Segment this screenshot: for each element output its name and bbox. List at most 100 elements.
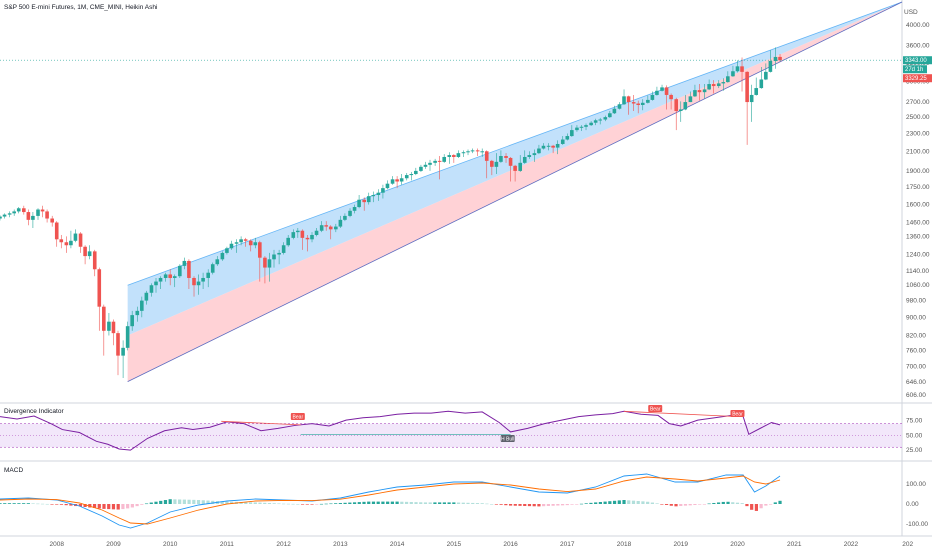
candle-body[interactable]: [206, 272, 210, 278]
candle-body[interactable]: [149, 285, 154, 293]
candle-body[interactable]: [726, 76, 730, 83]
candle-body[interactable]: [0, 216, 2, 219]
candle-body[interactable]: [121, 347, 125, 356]
candle-body[interactable]: [73, 233, 78, 241]
candle-body[interactable]: [598, 119, 602, 121]
candle-body[interactable]: [305, 237, 310, 240]
candle-body[interactable]: [334, 226, 338, 230]
candle-body[interactable]: [107, 321, 111, 331]
candle-body[interactable]: [778, 56, 782, 61]
candle-body[interactable]: [187, 260, 191, 278]
candle-body[interactable]: [735, 66, 740, 72]
candle-body[interactable]: [636, 103, 641, 105]
candle-body[interactable]: [135, 310, 140, 316]
candle-body[interactable]: [272, 254, 276, 260]
candle-body[interactable]: [466, 151, 470, 153]
candle-body[interactable]: [494, 161, 499, 167]
candle-body[interactable]: [229, 243, 234, 249]
candle-body[interactable]: [721, 82, 726, 84]
candle-body[interactable]: [314, 230, 319, 235]
candle-body[interactable]: [69, 240, 73, 246]
candle-body[interactable]: [352, 207, 357, 211]
candle-body[interactable]: [608, 113, 612, 118]
candle-body[interactable]: [508, 157, 513, 166]
candle-body[interactable]: [499, 156, 503, 162]
candle-body[interactable]: [768, 60, 773, 72]
candle-body[interactable]: [683, 102, 688, 110]
candle-body[interactable]: [385, 183, 390, 189]
candle-body[interactable]: [603, 117, 608, 120]
candle-body[interactable]: [749, 94, 754, 103]
macd-line[interactable]: [0, 473, 781, 529]
channel-upper-line[interactable]: [127, 1, 903, 286]
candle-body[interactable]: [248, 240, 253, 246]
candle-body[interactable]: [201, 277, 205, 282]
candle-body[interactable]: [754, 88, 759, 95]
candle-body[interactable]: [357, 199, 361, 208]
candle-body[interactable]: [210, 264, 215, 273]
candle-body[interactable]: [163, 274, 168, 278]
candle-body[interactable]: [759, 79, 764, 89]
candle-body[interactable]: [626, 96, 631, 103]
candle-body[interactable]: [660, 87, 664, 91]
candle-body[interactable]: [234, 242, 239, 244]
candle-body[interactable]: [773, 56, 778, 61]
candle-body[interactable]: [12, 211, 16, 214]
candle-body[interactable]: [456, 153, 461, 157]
candle-body[interactable]: [102, 306, 106, 331]
candle-body[interactable]: [423, 164, 428, 167]
candle-body[interactable]: [16, 208, 21, 212]
candle-body[interactable]: [527, 155, 532, 157]
candle-body[interactable]: [584, 125, 588, 127]
candle-body[interactable]: [78, 233, 83, 247]
candle-body[interactable]: [97, 269, 102, 307]
candle-body[interactable]: [711, 84, 716, 87]
candle-body[interactable]: [697, 90, 702, 93]
candle-body[interactable]: [296, 230, 300, 233]
candle-body[interactable]: [678, 109, 683, 111]
candle-body[interactable]: [764, 71, 768, 80]
candle-body[interactable]: [428, 162, 432, 165]
candle-body[interactable]: [22, 208, 26, 213]
candle-body[interactable]: [300, 230, 305, 238]
candle-body[interactable]: [2, 214, 7, 217]
candle-body[interactable]: [366, 196, 371, 203]
candle-body[interactable]: [612, 108, 617, 114]
candle-body[interactable]: [470, 150, 475, 152]
candle-body[interactable]: [419, 166, 423, 171]
candle-body[interactable]: [168, 274, 172, 278]
candle-body[interactable]: [192, 277, 196, 286]
candle-body[interactable]: [570, 130, 574, 137]
candle-body[interactable]: [258, 242, 262, 258]
candle-body[interactable]: [404, 175, 409, 179]
candle-body[interactable]: [669, 94, 673, 100]
candle-body[interactable]: [484, 151, 489, 161]
candle-body[interactable]: [414, 170, 418, 175]
candle-body[interactable]: [504, 156, 508, 158]
candle-body[interactable]: [640, 102, 645, 105]
candle-body[interactable]: [522, 156, 527, 163]
candle-body[interactable]: [740, 66, 744, 72]
divergence-indicator-panel[interactable]: Bear H Bull Bear Bear 75.00 50.00 25.00: [0, 405, 923, 454]
candle-body[interactable]: [688, 96, 693, 103]
candle-body[interactable]: [92, 251, 97, 270]
candle-body[interactable]: [281, 245, 286, 253]
candle-body[interactable]: [220, 252, 225, 260]
candle-body[interactable]: [395, 179, 399, 182]
candle-body[interactable]: [655, 90, 659, 95]
candle-body[interactable]: [513, 165, 517, 171]
candle-body[interactable]: [267, 259, 272, 268]
candle-body[interactable]: [225, 248, 229, 253]
candle-body[interactable]: [674, 99, 679, 111]
candle-body[interactable]: [243, 239, 248, 241]
candle-body[interactable]: [310, 234, 314, 240]
candle-body[interactable]: [716, 83, 721, 87]
candle-body[interactable]: [144, 292, 149, 301]
candle-body[interactable]: [731, 71, 735, 77]
candle-body[interactable]: [702, 89, 707, 93]
candle-body[interactable]: [50, 218, 54, 223]
candle-body[interactable]: [362, 199, 367, 203]
candle-body[interactable]: [646, 99, 650, 103]
candle-body[interactable]: [537, 148, 541, 154]
candle-body[interactable]: [575, 127, 579, 131]
